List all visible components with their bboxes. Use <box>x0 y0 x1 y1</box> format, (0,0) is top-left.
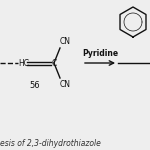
Text: esis of 2,3-dihydrothiazole: esis of 2,3-dihydrothiazole <box>0 138 101 147</box>
Text: 56: 56 <box>30 81 40 90</box>
Text: HC: HC <box>18 58 29 68</box>
Text: CN: CN <box>60 80 71 89</box>
Text: C: C <box>52 58 57 68</box>
Text: CN: CN <box>60 37 71 46</box>
Text: Pyridine: Pyridine <box>82 49 118 58</box>
